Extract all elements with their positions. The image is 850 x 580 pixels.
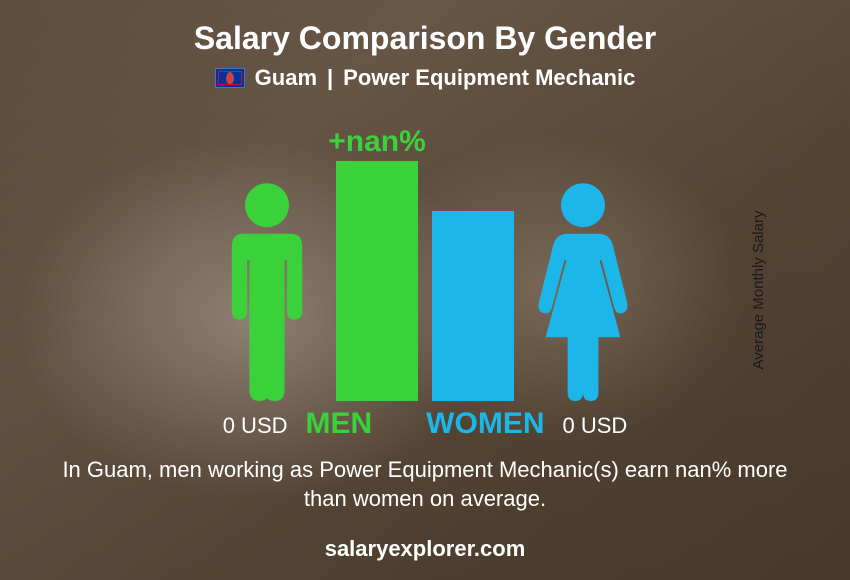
- men-value: 0 USD: [223, 413, 288, 439]
- women-value: 0 USD: [563, 413, 628, 439]
- men-bar: +nan%: [336, 161, 418, 401]
- bottom-labels: 0 USD MEN WOMEN 0 USD: [223, 407, 628, 441]
- page-title: Salary Comparison By Gender: [194, 20, 656, 57]
- women-bar: [432, 211, 514, 401]
- men-bar-col: +nan%: [336, 161, 418, 401]
- women-figure: [528, 181, 638, 401]
- footer-source: salaryexplorer.com: [325, 536, 526, 562]
- male-icon: [212, 181, 322, 401]
- women-bar-col: [432, 211, 514, 401]
- infographic-container: Salary Comparison By Gender Guam | Power…: [0, 0, 850, 580]
- women-label: WOMEN: [426, 407, 544, 441]
- guam-flag-icon: [215, 68, 245, 88]
- men-figure: [212, 181, 322, 401]
- job-label: Power Equipment Mechanic: [343, 65, 635, 91]
- description-text: In Guam, men working as Power Equipment …: [50, 455, 800, 514]
- country-label: Guam: [255, 65, 317, 91]
- subtitle: Guam | Power Equipment Mechanic: [215, 65, 636, 91]
- female-icon: [528, 181, 638, 401]
- delta-label: +nan%: [328, 125, 426, 159]
- men-label: MEN: [306, 407, 373, 441]
- y-axis-label: Average Monthly Salary: [750, 211, 767, 370]
- separator: |: [327, 65, 333, 91]
- chart-area: +nan%: [50, 105, 800, 401]
